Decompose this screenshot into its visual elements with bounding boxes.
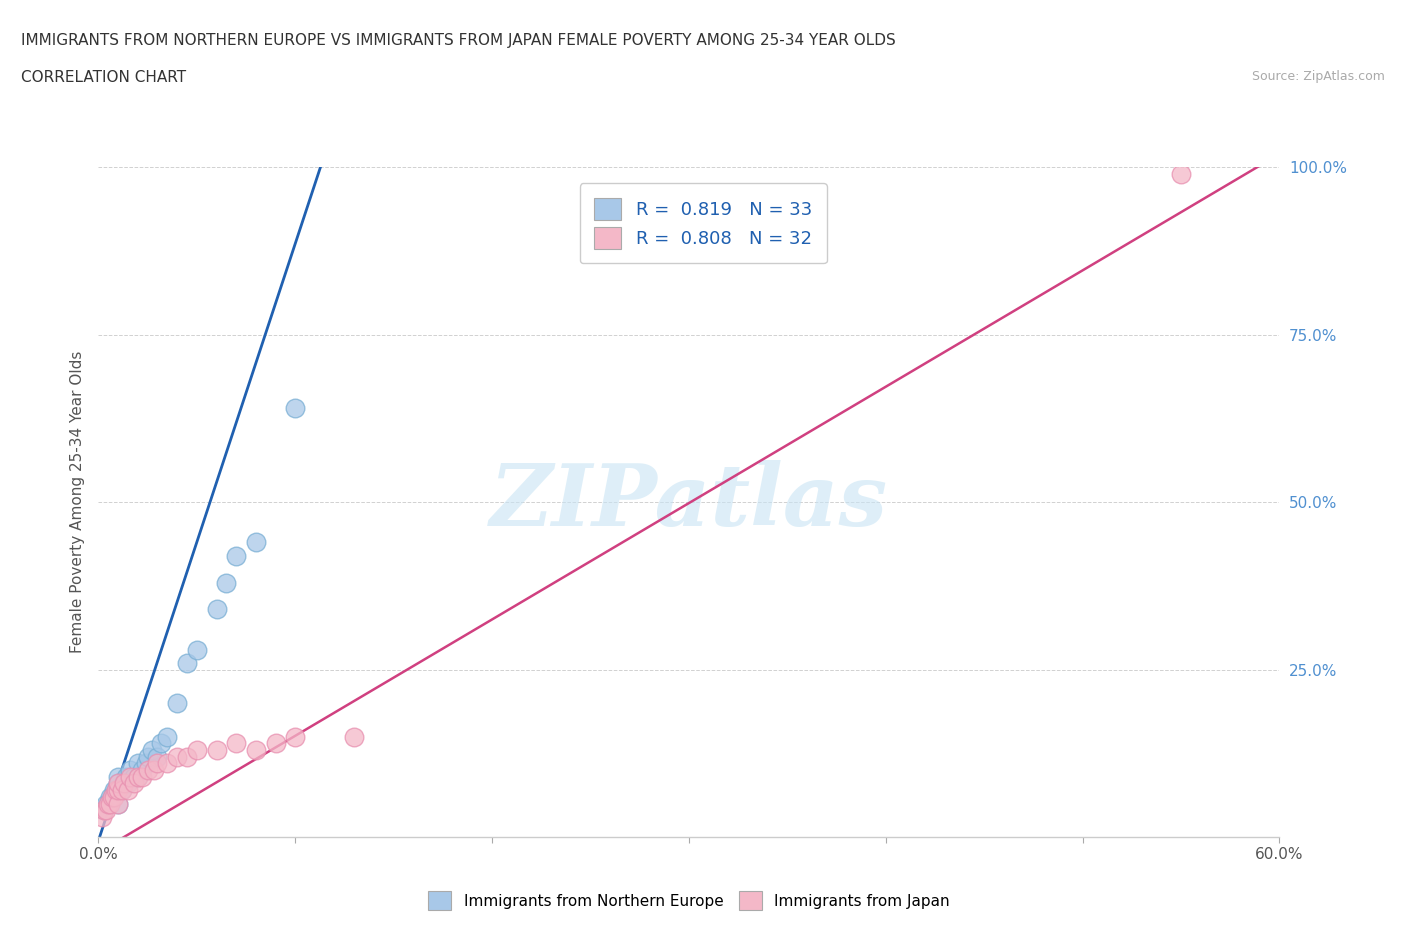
Point	[107, 776, 129, 790]
Point	[225, 549, 247, 564]
Point	[131, 763, 153, 777]
Text: CORRELATION CHART: CORRELATION CHART	[21, 70, 186, 85]
Point	[97, 796, 120, 811]
Point	[127, 756, 149, 771]
Point	[166, 750, 188, 764]
Point	[176, 656, 198, 671]
Point	[245, 742, 267, 757]
Point	[107, 769, 129, 784]
Point	[215, 575, 238, 590]
Point	[122, 776, 145, 790]
Point	[225, 736, 247, 751]
Point	[141, 742, 163, 757]
Point	[284, 401, 307, 416]
Point	[93, 803, 115, 817]
Point	[136, 750, 159, 764]
Point	[146, 756, 169, 771]
Point	[146, 750, 169, 764]
Point	[93, 803, 115, 817]
Point	[105, 783, 128, 798]
Point	[105, 783, 128, 798]
Point	[91, 809, 114, 824]
Legend: R =  0.819   N = 33, R =  0.808   N = 32: R = 0.819 N = 33, R = 0.808 N = 32	[579, 183, 827, 263]
Point	[136, 763, 159, 777]
Point	[156, 729, 179, 744]
Point	[131, 769, 153, 784]
Point	[117, 783, 139, 798]
Point	[107, 796, 129, 811]
Point	[205, 742, 228, 757]
Point	[142, 763, 165, 777]
Text: IMMIGRANTS FROM NORTHERN EUROPE VS IMMIGRANTS FROM JAPAN FEMALE POVERTY AMONG 25: IMMIGRANTS FROM NORTHERN EUROPE VS IMMIG…	[21, 33, 896, 47]
Point	[156, 756, 179, 771]
Point	[107, 776, 129, 790]
Point	[1170, 166, 1192, 181]
Point	[115, 769, 138, 784]
Point	[98, 796, 121, 811]
Point	[122, 769, 145, 784]
Text: ZIPatlas: ZIPatlas	[489, 460, 889, 544]
Point	[135, 756, 157, 771]
Text: Source: ZipAtlas.com: Source: ZipAtlas.com	[1251, 70, 1385, 83]
Point	[127, 769, 149, 784]
Point	[118, 769, 141, 784]
Point	[166, 696, 188, 711]
Point	[186, 642, 208, 657]
Point	[150, 736, 173, 751]
Point	[96, 796, 118, 811]
Point	[96, 803, 118, 817]
Point	[245, 535, 267, 550]
Point	[127, 769, 149, 784]
Point	[112, 776, 135, 790]
Point	[98, 790, 121, 804]
Point	[103, 783, 125, 798]
Point	[284, 729, 307, 744]
Point	[111, 783, 134, 798]
Point	[186, 742, 208, 757]
Point	[103, 790, 125, 804]
Legend: Immigrants from Northern Europe, Immigrants from Japan: Immigrants from Northern Europe, Immigra…	[420, 884, 957, 918]
Point	[107, 796, 129, 811]
Point	[205, 602, 228, 617]
Point	[343, 729, 366, 744]
Point	[107, 783, 129, 798]
Point	[264, 736, 287, 751]
Point	[176, 750, 198, 764]
Point	[117, 776, 139, 790]
Point	[101, 790, 124, 804]
Point	[118, 763, 141, 777]
Point	[111, 783, 134, 798]
Y-axis label: Female Poverty Among 25-34 Year Olds: Female Poverty Among 25-34 Year Olds	[69, 351, 84, 654]
Point	[101, 790, 124, 804]
Point	[97, 796, 120, 811]
Point	[112, 776, 135, 790]
